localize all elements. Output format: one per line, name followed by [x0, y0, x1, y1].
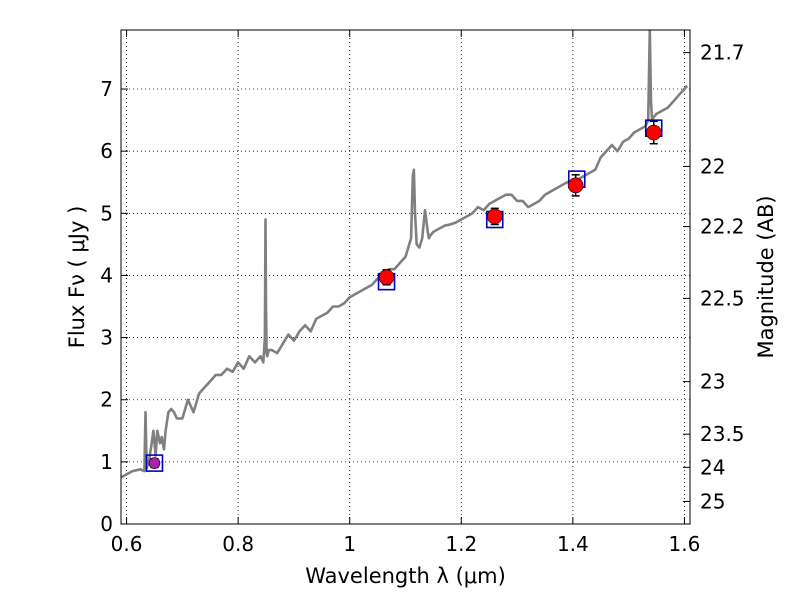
y-tick-label: 0: [100, 512, 113, 536]
x-tick-label: 0.6: [111, 532, 143, 556]
x-tick-label: 1: [343, 532, 356, 556]
x-tick-label: 1.4: [557, 532, 589, 556]
model-point-square: [145, 454, 164, 472]
x-axis-title: Wavelength λ (μm): [305, 564, 506, 588]
y2-tick-label: 23: [700, 370, 725, 394]
y-tick-label: 4: [100, 263, 113, 287]
observed-point: [567, 177, 584, 194]
observed-point: [486, 208, 503, 225]
spectrum-series: [121, 30, 689, 479]
photometry-series: [145, 119, 663, 472]
y2-tick-label: 22.5: [700, 286, 745, 310]
x-tick-label: 0.8: [222, 532, 254, 556]
x-tick-label: 1.2: [445, 532, 477, 556]
y-tick-label: 1: [100, 450, 113, 474]
y-axis-title: Flux Fν ( μJy ): [65, 206, 89, 349]
spectrum-line: [121, 30, 689, 479]
observed-point: [148, 457, 161, 469]
y-tick-label: 7: [100, 77, 113, 101]
y2-tick-label: 21.7: [700, 41, 745, 65]
y2-axis-title: Magnitude (AB): [754, 195, 778, 358]
observed-point: [378, 269, 395, 286]
y2-tick-label: 25: [700, 489, 725, 513]
y-tick-label: 5: [100, 201, 113, 225]
y2-tick-label: 23.5: [700, 422, 745, 446]
y-tick-label: 6: [100, 139, 113, 163]
plot-frame: [120, 29, 691, 525]
y-tick-label: 3: [100, 326, 113, 350]
axis-ticks: [121, 30, 690, 525]
grid: [121, 30, 690, 524]
tick-labels: 0.6 0.8 1 1.2 1.4 1.60123456721.72222.222.523…: [100, 41, 744, 556]
x-tick-label: 1.6: [669, 532, 701, 556]
y2-tick-label: 24: [700, 455, 725, 479]
y2-tick-label: 22: [700, 154, 725, 178]
y2-tick-label: 22.2: [700, 215, 745, 239]
y-tick-label: 2: [100, 388, 113, 412]
observed-point: [645, 124, 662, 141]
